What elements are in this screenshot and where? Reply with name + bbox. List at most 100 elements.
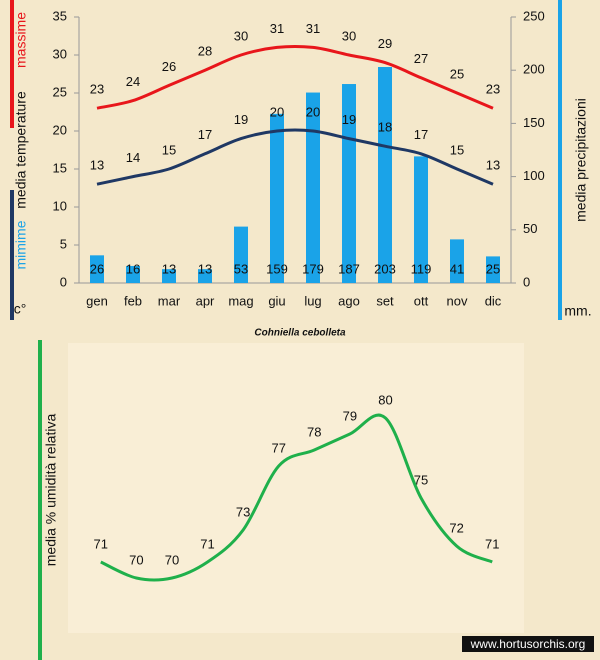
y2-tick-label: 0 [523,274,530,289]
x-tick-label: nov [447,293,468,308]
y-label-humidity: media % umidità relativa [43,414,59,567]
watermark: www.hortusorchis.org [470,637,586,651]
x-tick-label: feb [124,293,142,308]
data-label: 14 [126,150,140,165]
data-label: 16 [126,261,140,276]
x-tick-label: gen [86,293,108,308]
bar [270,113,284,283]
y-label-max: massime [13,12,29,68]
data-label: 71 [200,536,214,551]
data-label: 23 [90,82,104,97]
data-label: 26 [90,261,104,276]
line [100,413,493,582]
data-label: 30 [234,28,248,43]
data-label: 78 [307,424,321,439]
data-label: 25 [486,261,500,276]
data-label: 72 [449,520,463,535]
data-label: 179 [302,261,324,276]
y2-tick-label: 200 [523,62,545,77]
y-tick-label: 30 [53,46,67,61]
y2-tick-label: 150 [523,115,545,130]
data-label: 20 [270,104,284,119]
x-tick-label: apr [196,293,215,308]
bar [234,226,248,283]
y-label-min: mimime [13,220,29,269]
data-label: 19 [342,112,356,127]
data-label: 17 [414,127,428,142]
x-tick-label: mar [158,293,181,308]
bar [90,255,104,283]
bar [306,92,320,283]
y2-tick-label: 50 [523,221,537,236]
data-label: 119 [411,261,432,276]
line [96,128,494,186]
data-label: 25 [450,66,464,81]
bar [378,67,392,284]
line [96,44,494,110]
data-label: 13 [162,261,176,276]
data-label: 73 [236,504,250,519]
x-tick-label: lug [304,293,321,308]
data-label: 70 [165,552,179,567]
y2-label: media precipitazioni [573,98,589,222]
data-label: 203 [374,261,396,276]
x-tick-label: set [376,293,394,308]
data-label: 77 [271,440,285,455]
data-label: 13 [90,158,104,173]
data-label: 187 [338,261,360,276]
y-tick-label: 35 [53,8,67,23]
data-label: 159 [266,261,288,276]
bar [414,156,428,283]
data-label: 19 [234,112,248,127]
y-tick-label: 15 [53,160,67,175]
y-tick-label: 25 [53,84,67,99]
data-label: 71 [485,536,499,551]
data-label: 75 [414,472,428,487]
data-label: 31 [270,21,284,36]
bar [342,84,356,283]
data-label: 17 [198,127,212,142]
y-label: media temperature [13,91,29,209]
x-tick-label: mag [228,293,253,308]
data-label: 71 [94,536,108,551]
data-label: 23 [486,82,500,97]
data-label: 70 [129,552,143,567]
y2-tick-label: 100 [523,168,545,183]
data-label: 27 [414,51,428,66]
bar [126,265,140,283]
data-label: 15 [450,142,464,157]
y-tick-label: 20 [53,122,67,137]
data-label: 53 [234,261,248,276]
y-tick-label: 10 [53,198,67,213]
data-label: 13 [486,158,500,173]
caption: Cohniella cebolleta [254,328,346,339]
data-label: 30 [342,28,356,43]
data-label: 28 [198,44,212,59]
data-label: 29 [378,36,392,51]
plot-area [68,343,524,633]
y-tick-label: 0 [60,274,67,289]
data-label: 18 [378,120,392,135]
x-tick-label: ott [414,293,429,308]
data-label: 41 [450,261,464,276]
data-label: 26 [162,59,176,74]
y2-tick-label: 250 [523,8,545,23]
x-tick-label: dic [485,293,502,308]
bar [450,239,464,283]
data-label: 31 [306,21,320,36]
data-label: 20 [306,104,320,119]
x-tick-label: ago [338,293,360,308]
data-label: 15 [162,142,176,157]
data-label: 80 [378,392,392,407]
y-tick-label: 5 [60,236,67,251]
data-label: 79 [343,408,357,423]
bar [198,269,212,283]
data-label: 13 [198,261,212,276]
data-label: 24 [126,74,140,89]
bar [162,269,176,283]
y-unit: c° [14,301,27,317]
y2-unit: mm. [564,303,591,319]
watermark-bg [462,636,594,652]
bar [486,256,500,283]
